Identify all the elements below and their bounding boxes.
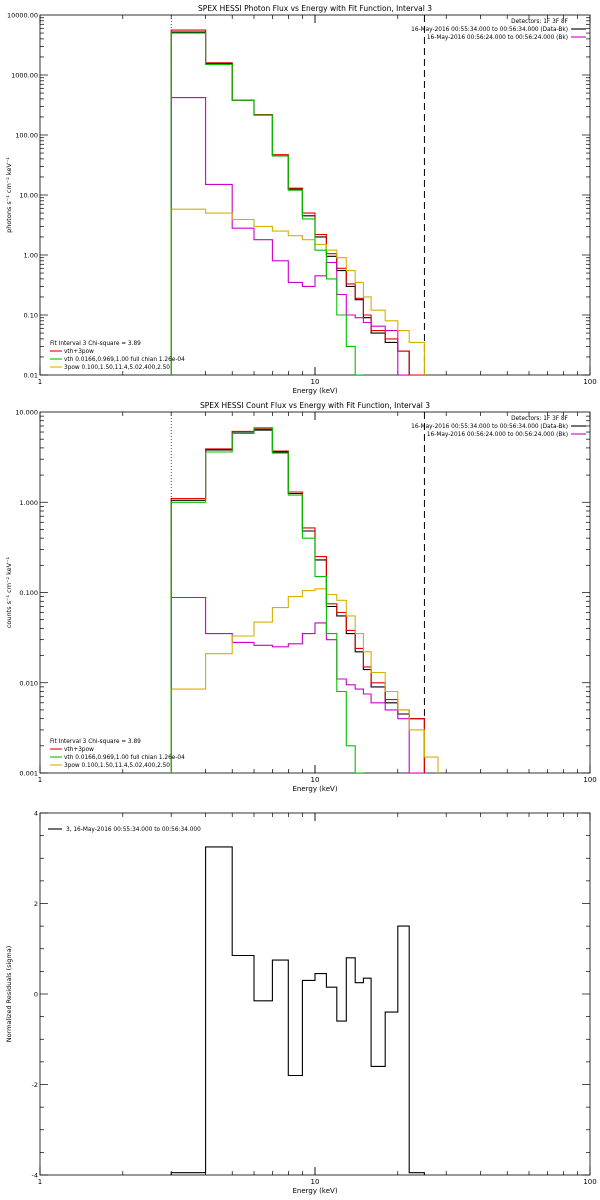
legend-entry: vth 0.0166,0.969,1.00 full chian 1.26e-0…: [64, 357, 185, 363]
legend-entry: 3pow 0.100,1.50,11.4,5.02,400,2.50: [64, 365, 170, 371]
series-2-line: [170, 428, 425, 773]
data-layer: [170, 15, 425, 375]
y-axis-label: Normalized Residuals (sigma): [5, 946, 13, 1043]
x-axis-label: Energy (keV): [292, 1187, 337, 1195]
legend-entry: Detectors: 1F 3F 8F: [511, 416, 568, 422]
series-2-line: [170, 29, 425, 375]
series-1-line: [170, 846, 425, 1175]
y-tick-label: -4: [32, 1172, 38, 1180]
plot-frame: [39, 812, 591, 1176]
data-layer: [170, 846, 425, 1175]
y-tick-label: 10000.00: [7, 12, 38, 20]
plot-frame: [39, 411, 591, 774]
series-3-line: [170, 427, 364, 773]
series-3-line: [170, 32, 364, 375]
chart-title: SPEX HESSI Photon Flux vs Energy with Fi…: [198, 4, 432, 13]
y-tick-label: 100.00: [15, 132, 38, 140]
legend-entry: 16-May-2016 00:56:24.000 to 00:56:24.000…: [427, 432, 568, 438]
chart-title: SPEX HESSI Count Flux vs Energy with Fit…: [200, 401, 430, 410]
y-tick-label: 0.10: [24, 312, 38, 320]
series-4-line: [170, 588, 439, 773]
legend-entry: 3pow 0.100,1.50,11.4,5.02,400,2.50: [64, 763, 170, 769]
legend-entry: 16-May-2016 00:55:34.000 to 00:56:34.000…: [411, 424, 568, 430]
legend-entry: Fit Interval 3 Chi-square = 3.89: [50, 341, 141, 347]
x-tick-label: 1: [38, 1178, 42, 1186]
y-tick-label: 0.010: [19, 679, 38, 687]
plot-frame: [39, 14, 591, 376]
x-tick-label: 100: [583, 776, 596, 784]
legend-entry: vth+3pow: [64, 747, 94, 753]
y-tick-label: 10.000: [15, 409, 38, 417]
series-5-line: [170, 596, 425, 773]
chart-3: 1 10 100 Energy (keV) -4 -2 0 2 4 Normalized Resi…: [5, 810, 597, 1196]
y-tick-label: 2: [34, 900, 38, 908]
x-axis-label: Energy (keV): [292, 785, 337, 793]
legend-entry: 16-May-2016 00:55:34.000 to 00:56:34.000…: [411, 27, 568, 33]
chart-2: 1 10 100 Energy (keV) 0.001 0.010 0.100 1.000 10…: [5, 401, 597, 793]
x-tick-label: 1: [38, 378, 42, 386]
y-tick-label: 1.00: [24, 252, 38, 260]
x-tick-label: 100: [583, 378, 596, 386]
chart-1: 1 10 100 Energy (keV) 0.01 0.10 1.00 10.00 100.0…: [5, 4, 597, 395]
x-tick-label: 10: [311, 1178, 320, 1186]
series-4-line: [170, 208, 425, 375]
legend-entry: Detectors: 1F 3F 8F: [511, 19, 568, 25]
series-1-line: [170, 31, 425, 375]
x-tick-label: 100: [583, 1178, 596, 1186]
y-tick-label: -2: [32, 1081, 38, 1089]
y-tick-label: 10.00: [19, 192, 38, 200]
legend-entry: Fit Interval 3 Chi-square = 3.89: [50, 739, 141, 745]
legend-entry: 3, 16-May-2016 00:55:34.000 to 00:56:34.…: [66, 827, 201, 833]
y-tick-label: 0.001: [19, 770, 38, 778]
x-axis-label: Energy (keV): [292, 387, 337, 395]
y-axis-label: counts s⁻¹ cm⁻² keV⁻¹: [5, 556, 13, 628]
y-tick-label: 4: [34, 810, 38, 818]
y-tick-label: 1000.00: [11, 72, 38, 80]
legend-entry: vth 0.0166,0.969,1.00 full chian 1.26e-0…: [64, 755, 185, 761]
legend-entry: 16-May-2016 00:56:24.000 to 00:56:24.000…: [427, 35, 568, 41]
x-tick-label: 1: [38, 776, 42, 784]
y-tick-label: 0.100: [19, 589, 38, 597]
y-axis-label: photons s⁻¹ cm⁻² keV⁻¹: [5, 157, 13, 233]
x-tick-label: 10: [311, 378, 320, 386]
y-tick-label: 0: [34, 991, 38, 999]
y-tick-label: 0.01: [24, 372, 38, 380]
series-1-line: [170, 429, 425, 773]
x-tick-label: 10: [311, 776, 320, 784]
data-layer: [170, 412, 439, 773]
legend-entry: vth+3pow: [64, 349, 94, 355]
y-tick-label: 1.000: [19, 499, 38, 507]
